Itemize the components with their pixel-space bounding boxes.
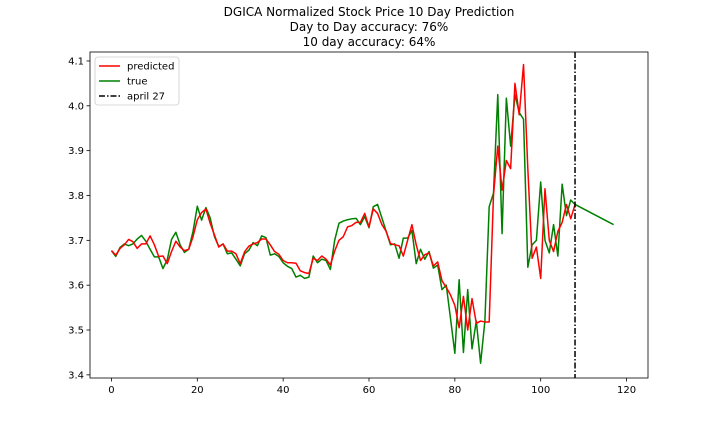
plot-frame xyxy=(89,51,649,379)
series-line-true xyxy=(110,93,615,364)
y-tick-label: 3.4 xyxy=(68,370,84,381)
legend-label-predicted: predicted xyxy=(127,62,174,73)
y-tick-label: 4.1 xyxy=(68,56,84,67)
y-tick-label: 3.5 xyxy=(68,326,84,337)
y-tick-label: 3.8 xyxy=(68,191,84,202)
y-tick-label: 3.9 xyxy=(68,146,84,157)
y-tick-label: 4.0 xyxy=(68,101,84,112)
x-tick-label: 80 xyxy=(448,385,461,396)
x-tick-label: 20 xyxy=(191,385,204,396)
x-tick-label: 40 xyxy=(277,385,290,396)
chart-subtitle-line-1: Day to Day accuracy: 76% xyxy=(290,20,449,34)
series-layer xyxy=(110,63,615,364)
legend-box xyxy=(94,56,180,106)
legend: predicted true april 27 xyxy=(94,56,180,106)
legend-label-true: true xyxy=(127,77,148,88)
x-tick-label: 60 xyxy=(363,385,376,396)
chart-subtitle-line-2: 10 day accuracy: 64% xyxy=(303,35,436,49)
axis-ticks: 0 20 40 60 80 100 120 3.4 3.5 3.6 3.7 3.8 3.9 4.0 4.1 xyxy=(68,56,636,396)
chart-title: DGICA Normalized Stock Price 10 Day Pred… xyxy=(224,5,515,19)
y-tick-label: 3.7 xyxy=(68,236,84,247)
legend-label-april-27: april 27 xyxy=(127,92,165,103)
x-tick-label: 100 xyxy=(531,385,550,396)
series-line-predicted xyxy=(110,63,576,331)
y-tick-label: 3.6 xyxy=(68,281,84,292)
x-tick-label: 120 xyxy=(617,385,636,396)
x-tick-label: 0 xyxy=(108,385,114,396)
